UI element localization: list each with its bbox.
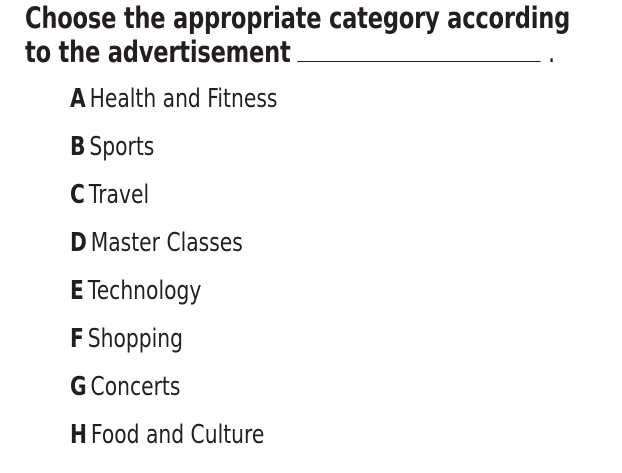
question-end: . <box>547 35 555 69</box>
option: H Food and Culture <box>70 418 277 466</box>
option-label: Food and Culture <box>90 420 265 450</box>
option-letter: D <box>70 228 87 258</box>
option-label: Technology <box>87 276 202 306</box>
answer-blank <box>296 35 541 62</box>
option: G Concerts <box>70 370 277 418</box>
options: A Health and Fitness B Sports C Travel D Master… <box>70 82 336 466</box>
question-line: to the advertisement. <box>25 35 570 69</box>
option-label: Master Classes <box>90 228 243 258</box>
option-letter: B <box>70 132 86 162</box>
option-label: Concerts <box>90 372 181 402</box>
option-letter: G <box>70 372 87 402</box>
option: B Sports <box>70 130 277 178</box>
option-label: Travel <box>88 180 150 210</box>
option-letter: H <box>70 420 87 450</box>
question: Choose the appropriate category accordin… <box>25 2 570 69</box>
option-letter: E <box>70 276 84 306</box>
option: C Travel <box>70 178 277 226</box>
option-label: Sports <box>89 132 155 162</box>
option: D Master Classes <box>70 226 277 274</box>
option-letter: C <box>70 180 85 210</box>
option: A Health and Fitness <box>70 82 277 130</box>
option-letter: F <box>70 324 84 354</box>
option: F Shopping <box>70 322 277 370</box>
option-label: Shopping <box>87 324 184 354</box>
option-letter: A <box>70 84 86 114</box>
question-line: Choose the appropriate category accordin… <box>25 1 571 35</box>
question-text: to the advertisement <box>25 35 291 69</box>
option-label: Health and Fitness <box>89 84 278 114</box>
option: E Technology <box>70 274 277 322</box>
